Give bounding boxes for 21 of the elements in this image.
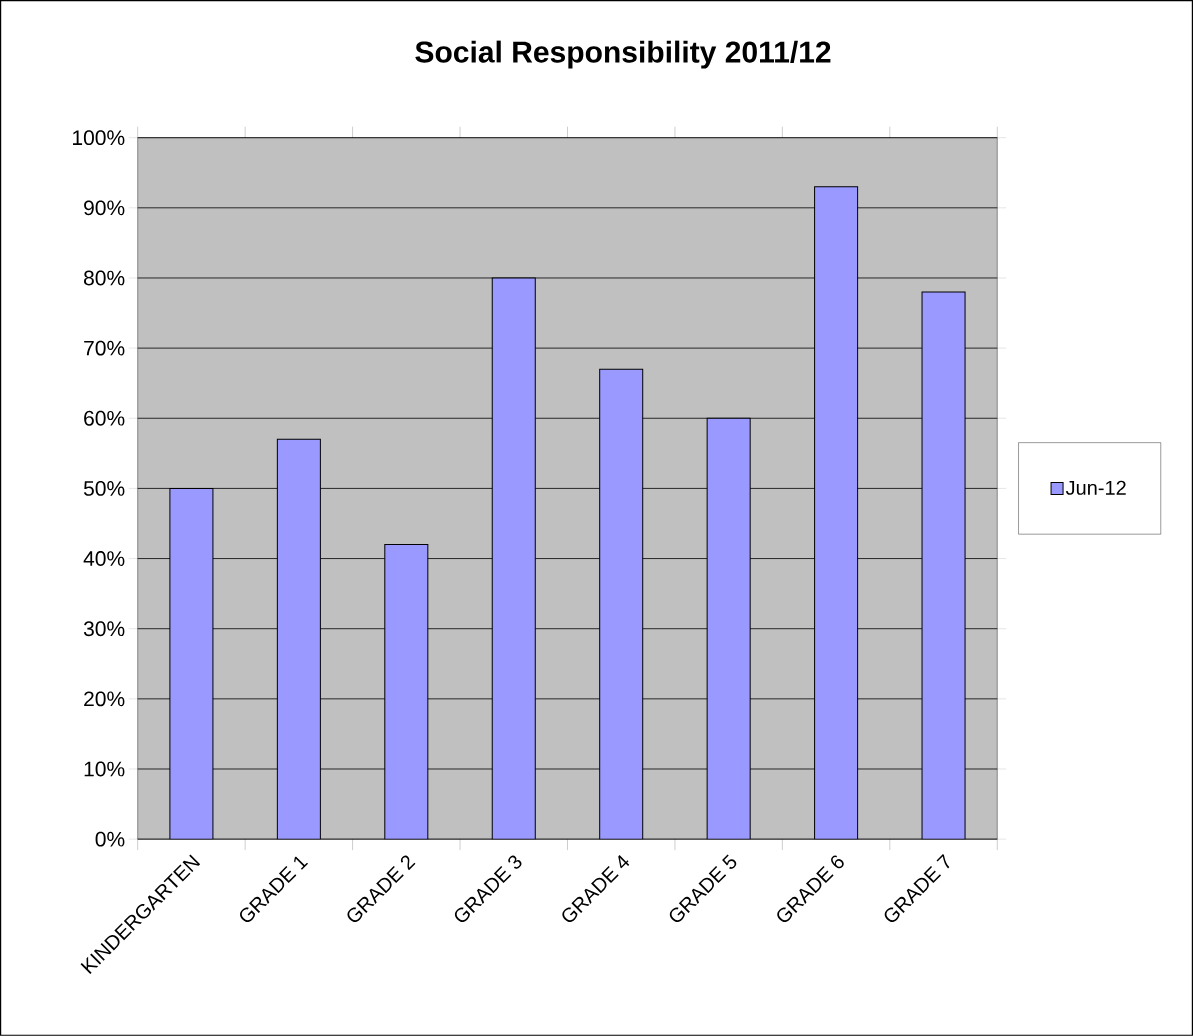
bar: [491, 277, 536, 840]
bar: [276, 438, 321, 840]
chart-title: Social Responsibility 2011/12: [415, 40, 831, 69]
y-tick-label: 70%: [84, 340, 125, 356]
bar: [706, 417, 751, 840]
y-tick-label: 20%: [84, 691, 125, 707]
bar: [599, 368, 644, 840]
y-tick-label: 60%: [84, 410, 125, 426]
y-tick-label: 0%: [95, 831, 125, 847]
y-tick-label: 90%: [84, 200, 125, 216]
y-tick-label: 40%: [83, 551, 125, 567]
bar: [169, 487, 214, 840]
y-tick-label: 100%: [73, 130, 125, 146]
y-tick-label: 10%: [84, 761, 125, 777]
y-tick-label: 30%: [83, 621, 125, 637]
bar: [384, 544, 429, 840]
y-tick-label: 80%: [84, 270, 125, 286]
bar: [814, 186, 859, 840]
y-tick-label: 50%: [83, 481, 125, 496]
bar: [921, 291, 966, 840]
legend-label: Jun-12: [1065, 480, 1126, 495]
